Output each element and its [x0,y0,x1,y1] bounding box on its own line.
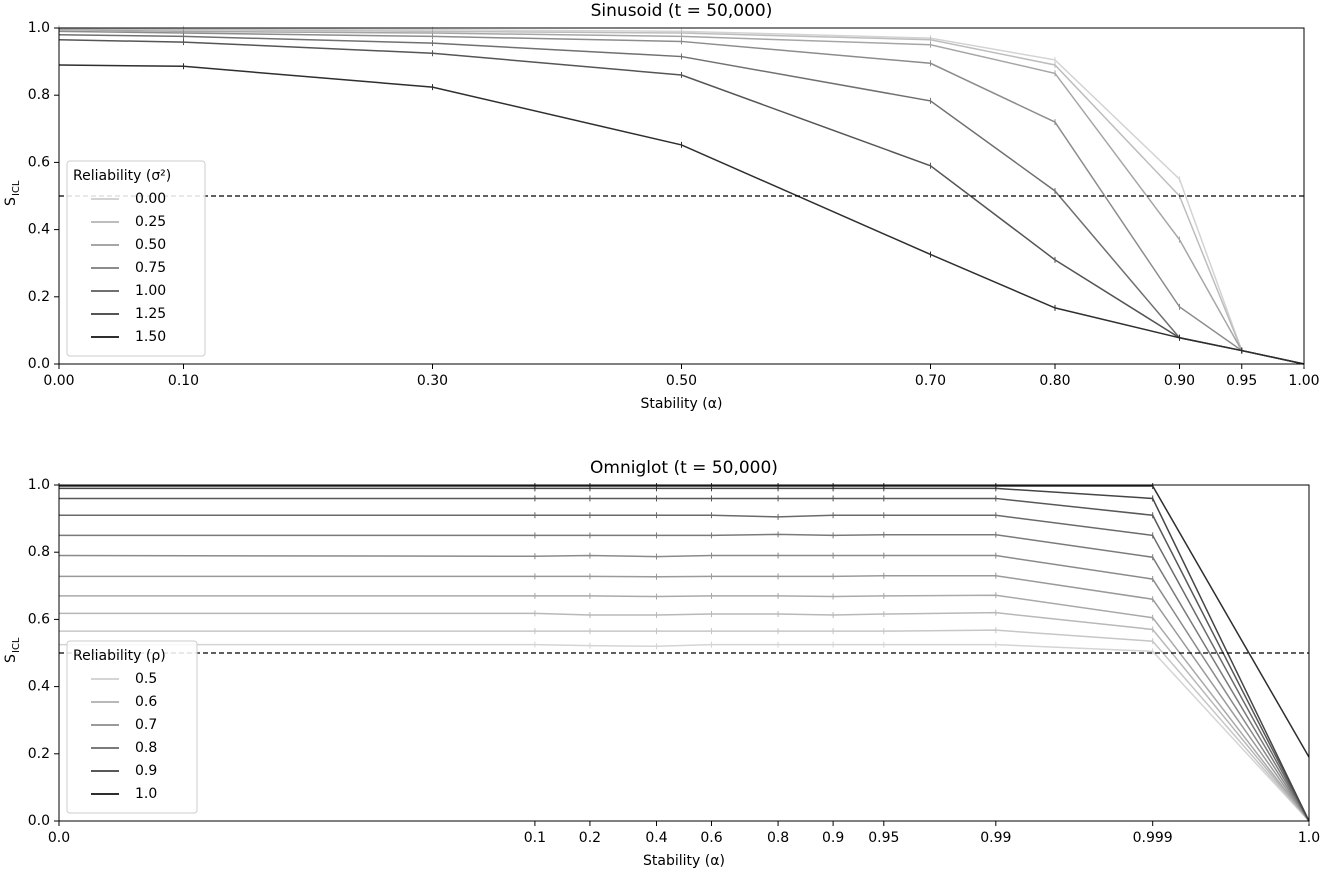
series-line [58,39,1305,365]
series-line [59,594,1310,822]
chart-title: Sinusoid (t = 50,000) [591,1,773,21]
y-tick-label: 0.8 [28,87,50,103]
x-tick-label: 0.95 [868,830,899,846]
plot-frame [58,484,1310,822]
y-tick-label: 1.0 [28,477,50,493]
legend-label: 0.7 [135,717,157,733]
legend-label: 0.8 [135,740,157,756]
y-tick-label: 0.6 [28,154,50,170]
x-tick-label: 0.90 [1164,373,1195,389]
x-tick-label: 0.30 [417,373,448,389]
legend-label: 0.9 [135,763,157,779]
x-tick-label: 0.2 [579,830,601,846]
x-tick-label: 0.10 [168,373,199,389]
legend-label: 1.0 [135,786,157,802]
x-tick-label: 0.1 [524,830,546,846]
legend-label: 0.6 [135,694,157,710]
series-line [58,28,1305,365]
y-tick-label: 0.2 [28,746,50,762]
y-tick-label: 0.0 [28,356,50,372]
y-tick-label: 0.8 [28,544,50,560]
series-line [58,30,1305,365]
y-label-sub: ICL [11,180,22,196]
y-tick-label: 0.2 [28,289,50,305]
x-tick-label: 0.99 [980,830,1011,846]
legend-label: 0.75 [135,260,166,276]
x-tick-label: 1.00 [1288,373,1319,389]
y-tick-label: 0.0 [28,813,50,829]
series-line [59,497,1310,822]
plot-frame [58,27,1305,365]
series-line [59,643,1310,822]
series-line [59,485,1310,758]
series-line [58,33,1305,365]
legend-box [66,640,198,814]
legend-title: Reliability (ρ) [73,648,166,664]
x-tick-label: 1.0 [1298,830,1320,846]
legend-box [66,160,206,357]
legend-label: 1.25 [135,306,166,322]
series-line [59,514,1310,822]
x-tick-label: 0.0 [48,830,70,846]
legend-label: 0.50 [135,237,166,253]
y-tick-label: 0.4 [28,222,50,238]
chart-title: Omniglot (t = 50,000) [590,458,778,478]
y-label-main: S [3,197,19,206]
y-tick-label: 1.0 [28,20,50,36]
x-tick-label: 0.00 [43,373,74,389]
x-tick-label: 0.70 [915,373,946,389]
x-tick-label: 0.80 [1039,373,1070,389]
x-tick-label: 0.50 [666,373,697,389]
legend-label: 1.50 [135,329,166,345]
x-tick-label: 0.999 [1133,830,1173,846]
y-tick-label: 0.6 [28,611,50,627]
x-axis-label: Stability (α) [643,853,725,869]
legend-label: 1.00 [135,283,166,299]
x-tick-label: 0.4 [645,830,667,846]
series-line [59,487,1310,822]
legend-title: Reliability (σ²) [73,168,171,184]
legend-label: 0.25 [135,214,166,230]
x-tick-label: 0.95 [1226,373,1257,389]
y-tick-label: 0.4 [28,679,50,695]
series-line [59,533,1310,822]
y-label-sub: ICL [11,637,22,653]
legend-label: 0.00 [135,191,166,207]
x-tick-label: 0.6 [700,830,722,846]
x-tick-label: 0.8 [767,830,789,846]
legend-label: 0.5 [135,671,157,687]
x-tick-label: 0.9 [822,830,844,846]
series-line [59,629,1310,822]
x-axis-label: Stability (α) [641,396,723,412]
y-label-main: S [3,654,19,663]
